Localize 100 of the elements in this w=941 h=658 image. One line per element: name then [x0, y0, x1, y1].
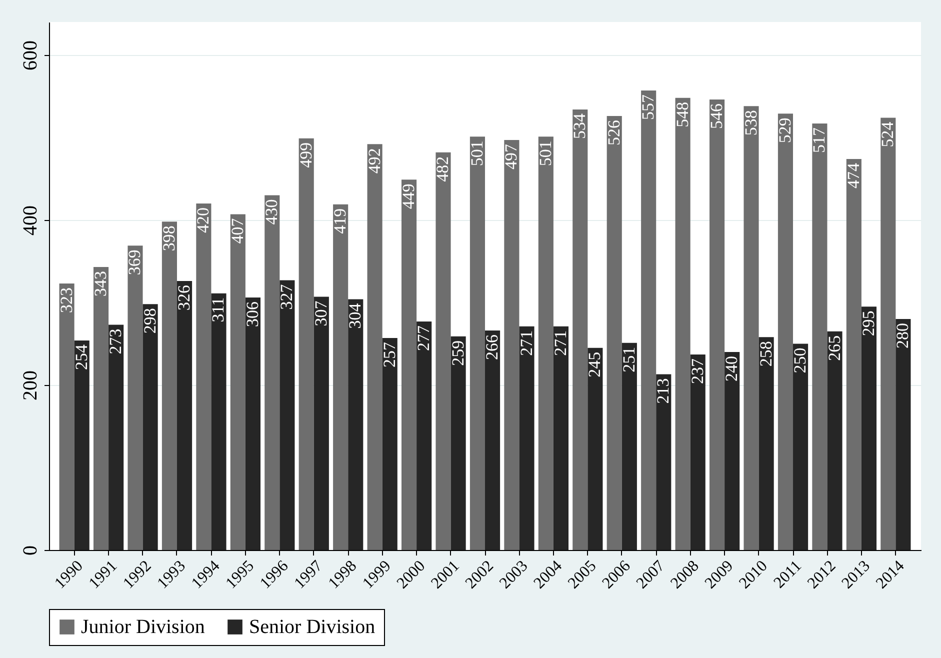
bar — [211, 293, 226, 550]
bar — [710, 100, 725, 550]
data-label: 295 — [858, 310, 878, 336]
data-label: 306 — [242, 302, 262, 328]
bar — [812, 123, 828, 550]
bar — [280, 280, 295, 550]
bar — [162, 222, 177, 550]
data-label: 266 — [482, 334, 502, 360]
bar — [724, 352, 740, 550]
bar — [230, 214, 246, 550]
data-label: 326 — [174, 285, 194, 311]
bar — [553, 326, 569, 550]
bar — [656, 374, 672, 550]
data-label: 259 — [448, 340, 468, 366]
data-label: 265 — [824, 335, 844, 361]
data-label: 258 — [756, 341, 776, 367]
bar — [401, 180, 417, 550]
bar — [382, 338, 398, 550]
data-label: 407 — [228, 218, 247, 244]
y-tick-label: 400 — [20, 206, 42, 236]
bar — [470, 136, 485, 550]
data-label: 430 — [262, 199, 282, 225]
data-label: 271 — [550, 330, 570, 356]
bar — [142, 304, 158, 550]
data-label: 250 — [790, 348, 810, 374]
data-label: 524 — [878, 121, 898, 148]
y-tick-label: 200 — [20, 370, 42, 400]
y-tick-label: 0 — [20, 546, 42, 556]
data-label: 557 — [638, 94, 658, 120]
bar — [333, 204, 348, 550]
data-label: 497 — [502, 143, 521, 170]
bar — [504, 140, 520, 550]
bar — [744, 106, 759, 550]
data-label: 343 — [91, 271, 110, 297]
data-label: 240 — [722, 356, 742, 382]
data-label: 534 — [570, 112, 590, 139]
legend-label: Junior Division — [81, 616, 205, 638]
data-label: 245 — [585, 352, 604, 378]
bar — [538, 136, 554, 550]
bar — [519, 326, 534, 550]
bar — [846, 158, 862, 550]
data-label: 311 — [208, 297, 228, 322]
bar — [367, 144, 382, 550]
bar — [59, 284, 74, 550]
data-label: 251 — [619, 346, 638, 372]
data-label: 257 — [380, 341, 399, 368]
bar — [298, 138, 314, 550]
data-label: 548 — [672, 102, 692, 128]
bar — [641, 90, 656, 550]
data-label: 277 — [414, 324, 434, 351]
bar — [450, 336, 466, 550]
data-label: 499 — [296, 142, 316, 168]
bar — [880, 118, 896, 550]
bar — [793, 344, 808, 550]
data-label: 482 — [433, 156, 452, 182]
bar — [758, 337, 774, 550]
bar — [606, 116, 622, 550]
bar — [827, 331, 842, 550]
bar — [416, 321, 432, 550]
data-label: 449 — [399, 184, 418, 210]
bar — [485, 330, 500, 550]
data-label: 273 — [106, 328, 126, 354]
data-label: 529 — [775, 118, 794, 144]
bar — [245, 298, 260, 550]
data-label: 271 — [516, 330, 536, 356]
bar — [861, 306, 877, 550]
bar — [436, 152, 451, 550]
x-tick-label: 2011 — [770, 558, 806, 592]
data-label: 398 — [159, 226, 178, 252]
bar — [572, 109, 588, 550]
bar — [675, 98, 690, 550]
data-label: 323 — [56, 288, 76, 314]
data-label: 298 — [140, 308, 160, 334]
data-label: 501 — [536, 140, 555, 166]
data-label: 327 — [277, 284, 296, 310]
data-label: 254 — [72, 344, 91, 370]
data-label: 501 — [467, 140, 486, 166]
bar — [314, 296, 329, 550]
bar — [348, 299, 364, 550]
data-label: 237 — [688, 358, 707, 384]
data-label: 304 — [346, 302, 365, 329]
data-label: 420 — [194, 208, 213, 233]
data-label: 369 — [125, 250, 144, 276]
bar — [778, 114, 794, 550]
bar — [588, 348, 603, 550]
data-label: 546 — [707, 104, 726, 130]
data-label: 474 — [844, 162, 863, 188]
bar — [264, 195, 280, 550]
bar — [896, 319, 911, 550]
bar — [93, 267, 109, 550]
bar — [74, 340, 90, 550]
bar — [128, 246, 143, 550]
y-tick-label: 600 — [20, 40, 42, 70]
bar — [690, 354, 706, 550]
data-label: 307 — [311, 300, 330, 326]
data-label: 419 — [330, 208, 350, 234]
data-label: 538 — [741, 110, 760, 136]
data-label: 213 — [654, 378, 673, 404]
data-label: 280 — [893, 323, 912, 348]
bar — [176, 281, 192, 550]
